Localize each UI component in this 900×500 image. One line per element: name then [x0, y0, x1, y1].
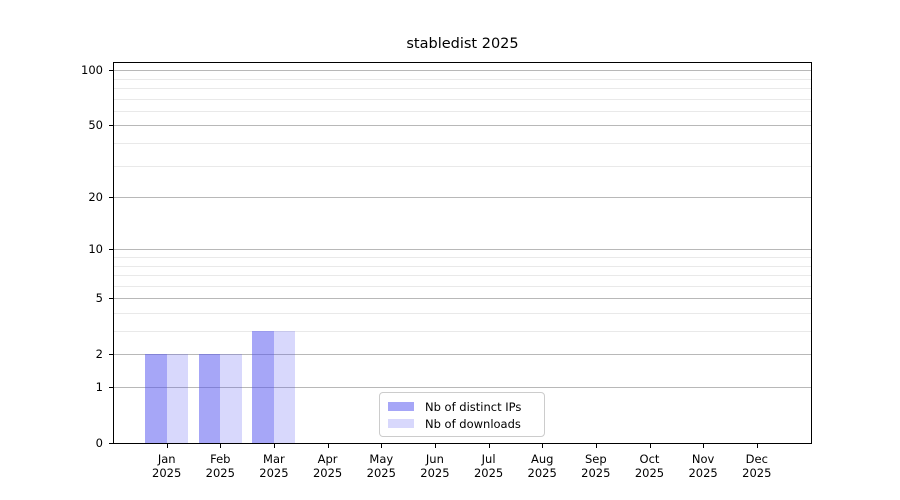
y-gridline-major: [114, 125, 811, 127]
x-tick-mark: [273, 444, 275, 448]
x-tick-mark: [595, 444, 597, 448]
x-tick-label: Dec 2025: [742, 452, 772, 480]
legend-label-downloads: Nb of downloads: [425, 416, 521, 431]
y-gridline-minor: [114, 285, 811, 287]
y-gridline-major: [114, 354, 811, 356]
y-tick-label: 5: [95, 290, 103, 305]
y-gridline-major: [114, 197, 811, 198]
x-tick-label: May 2025: [366, 452, 396, 480]
y-tick-mark: [109, 249, 113, 251]
x-tick-label: Jul 2025: [473, 452, 504, 480]
legend-swatch-downloads: [388, 419, 414, 428]
y-gridline-minor: [114, 110, 811, 112]
chart-title: stabledist 2025: [406, 36, 519, 52]
x-tick-mark: [542, 444, 544, 448]
x-tick-label: Jan 2025: [152, 452, 182, 480]
legend: Nb of distinct IPs Nb of downloads: [379, 392, 545, 437]
bar-downloads-1: [220, 354, 242, 443]
plot-area: Nb of distinct IPs Nb of downloads: [113, 62, 812, 444]
x-tick-mark: [488, 444, 490, 448]
y-tick-mark: [109, 354, 113, 356]
x-tick-mark: [434, 444, 436, 448]
y-tick-label: 10: [88, 241, 103, 256]
y-gridline-major: [114, 387, 811, 388]
y-gridline-minor: [114, 78, 811, 80]
x-tick-mark: [166, 444, 168, 448]
x-tick-mark: [327, 444, 329, 448]
y-tick-label: 20: [88, 189, 103, 204]
x-tick-label: Mar 2025: [259, 452, 289, 480]
y-tick-mark: [109, 125, 113, 127]
bar-distinct-ips-0: [145, 354, 167, 443]
y-gridline-minor: [114, 165, 811, 167]
x-tick-mark: [703, 444, 705, 448]
bar-downloads-0: [166, 354, 189, 443]
y-gridline-minor: [114, 98, 811, 100]
y-gridline-major: [114, 70, 811, 72]
x-tick-label: Nov 2025: [688, 452, 718, 480]
y-tick-mark: [109, 387, 113, 388]
x-tick-label: Apr 2025: [312, 452, 343, 480]
x-tick-mark: [220, 444, 222, 448]
y-gridline-minor: [114, 313, 811, 314]
x-tick-label: Oct 2025: [634, 452, 665, 480]
legend-swatch-distinct-ips: [388, 402, 414, 411]
x-tick-label: Feb 2025: [205, 452, 235, 480]
y-gridline-minor: [114, 257, 811, 258]
legend-row: Nb of distinct IPs: [388, 398, 536, 415]
x-tick-mark: [756, 444, 758, 448]
y-gridline-minor: [114, 142, 811, 144]
y-tick-mark: [109, 197, 113, 198]
y-tick-mark: [109, 70, 113, 72]
x-tick-label: Jun 2025: [420, 452, 450, 480]
legend-label-distinct-ips: Nb of distinct IPs: [425, 399, 522, 414]
y-tick-mark: [109, 443, 113, 444]
y-gridline-minor: [114, 275, 811, 276]
bar-distinct-ips-2: [252, 331, 274, 443]
y-tick-label: 1: [95, 379, 103, 394]
x-tick-label: Aug 2025: [527, 452, 557, 480]
y-tick-label: 100: [81, 62, 103, 77]
x-tick-mark: [649, 444, 651, 448]
y-tick-mark: [109, 298, 113, 300]
y-gridline-major: [114, 249, 811, 251]
y-gridline-minor: [114, 265, 811, 267]
y-tick-label: 2: [95, 346, 103, 361]
y-gridline-minor: [114, 87, 811, 89]
x-tick-label: Sep 2025: [581, 452, 611, 480]
bar-downloads-2: [273, 331, 296, 443]
bar-distinct-ips-1: [198, 354, 221, 443]
y-tick-label: 50: [88, 117, 103, 132]
y-gridline-major: [114, 298, 811, 300]
y-gridline-minor: [114, 331, 811, 332]
legend-row: Nb of downloads: [388, 415, 536, 432]
x-tick-mark: [381, 444, 383, 448]
y-tick-label: 0: [95, 435, 103, 450]
